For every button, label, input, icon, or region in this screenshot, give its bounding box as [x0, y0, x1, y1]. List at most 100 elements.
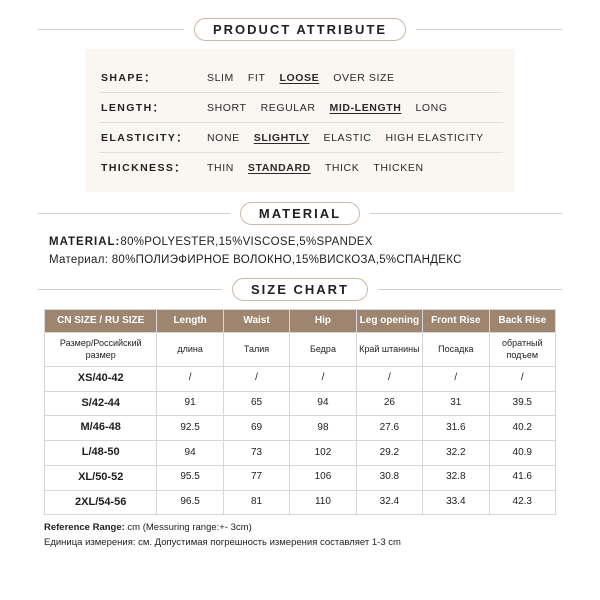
- value-cell: 92.5: [157, 416, 223, 441]
- divider-line: [378, 289, 562, 290]
- value-cell: 26: [356, 391, 422, 416]
- material-value-ru: 80%ПОЛИЭФИРНОЕ ВОЛОКНО,15%ВИСКОЗА,5%СПАН…: [108, 254, 462, 266]
- attribute-option: SHORT: [207, 102, 247, 114]
- value-cell: 65: [223, 391, 289, 416]
- attribute-option: LOOSE: [279, 72, 319, 84]
- value-cell: 32.8: [423, 465, 489, 490]
- attribute-option: OVER SIZE: [333, 72, 394, 84]
- table-header-cell: Leg opening: [356, 309, 422, 333]
- value-cell: 69: [223, 416, 289, 441]
- size-cell: 2XL/54-56: [45, 490, 157, 515]
- attribute-option: SLIGHTLY: [254, 132, 310, 144]
- size-cell: S/42-44: [45, 391, 157, 416]
- material-text: MATERIAL:80%POLYESTER,15%VISCOSE,5%SPAND…: [49, 233, 551, 270]
- attribute-row-elasticity: ELASTICITY： NONE SLIGHTLY ELASTIC HIGH ELAST…: [99, 123, 503, 153]
- value-cell: 42.3: [489, 490, 555, 515]
- table-header-cell: Hip: [290, 309, 356, 333]
- value-cell: 30.8: [356, 465, 422, 490]
- attribute-row-shape: SHAPE： SLIM FIT LOOSE OVER SIZE: [99, 63, 503, 93]
- table-row: S/42-44916594263139.5: [45, 391, 556, 416]
- size-chart-table: CN SIZE / RU SIZELengthWaistHipLeg openi…: [44, 309, 556, 516]
- section-divider-attribute: PRODUCT ATTRIBUTE: [38, 18, 562, 41]
- value-cell: 31: [423, 391, 489, 416]
- size-cell: L/48-50: [45, 441, 157, 466]
- value-cell: 41.6: [489, 465, 555, 490]
- value-cell: 91: [157, 391, 223, 416]
- reference-range: Reference Range: cm (Messuring range:+- …: [44, 521, 556, 550]
- table-subheader-cell: Бедра: [290, 333, 356, 367]
- divider-line: [38, 213, 230, 214]
- size-cell: XS/40-42: [45, 366, 157, 391]
- table-header-row-en: CN SIZE / RU SIZELengthWaistHipLeg openi…: [45, 309, 556, 333]
- material-value-en: 80%POLYESTER,15%VISCOSE,5%SPANDEX: [120, 236, 372, 248]
- value-cell: 39.5: [489, 391, 555, 416]
- attribute-option: FIT: [248, 72, 266, 84]
- value-cell: /: [290, 366, 356, 391]
- table-header-cell: Back Rise: [489, 309, 555, 333]
- table-header-cell: Front Rise: [423, 309, 489, 333]
- value-cell: 73: [223, 441, 289, 466]
- table-header-cell: Length: [157, 309, 223, 333]
- material-label-ru: Материал:: [49, 254, 108, 266]
- attribute-option: REGULAR: [261, 102, 316, 114]
- divider-line: [38, 29, 184, 30]
- attribute-option: SLIM: [207, 72, 234, 84]
- attribute-option: HIGH ELASTICITY: [385, 132, 483, 144]
- size-cell: M/46-48: [45, 416, 157, 441]
- value-cell: 33.4: [423, 490, 489, 515]
- attribute-option: ELASTIC: [324, 132, 372, 144]
- value-cell: 102: [290, 441, 356, 466]
- attribute-option: NONE: [207, 132, 240, 144]
- table-subheader-cell: Талия: [223, 333, 289, 367]
- size-cell: XL/50-52: [45, 465, 157, 490]
- section-title-size: SIZE CHART: [232, 278, 368, 301]
- divider-line: [416, 29, 562, 30]
- attribute-option: THIN: [207, 162, 234, 174]
- table-header-row-ru: Размер/Российский размердлинаТалияБедраК…: [45, 333, 556, 367]
- table-subheader-cell: Край штанины: [356, 333, 422, 367]
- attribute-option: THICK: [325, 162, 360, 174]
- reference-value-en: cm (Messuring range:+- 3cm): [125, 522, 252, 533]
- value-cell: 32.4: [356, 490, 422, 515]
- attribute-label: SHAPE：: [101, 70, 193, 85]
- table-header-cell: Waist: [223, 309, 289, 333]
- value-cell: 94: [290, 391, 356, 416]
- attribute-option: THICKEN: [373, 162, 423, 174]
- value-cell: /: [489, 366, 555, 391]
- section-divider-material: MATERIAL: [38, 202, 562, 225]
- attribute-row-length: LENGTH： SHORT REGULAR MID-LENGTH LONG: [99, 93, 503, 123]
- material-label-en: MATERIAL:: [49, 236, 120, 248]
- reference-label-en: Reference Range:: [44, 522, 125, 533]
- table-row: L/48-50947310229.232.240.9: [45, 441, 556, 466]
- value-cell: /: [223, 366, 289, 391]
- attribute-option: MID-LENGTH: [330, 102, 402, 114]
- value-cell: 98: [290, 416, 356, 441]
- attribute-row-thickness: THICKNESS： THIN STANDARD THICK THICKEN: [99, 153, 503, 182]
- attribute-label: LENGTH：: [101, 100, 193, 115]
- section-title-attribute: PRODUCT ATTRIBUTE: [194, 18, 406, 41]
- table-row: M/46-4892.5699827.631.640.2: [45, 416, 556, 441]
- attribute-label: THICKNESS：: [101, 160, 193, 175]
- table-header-cell: CN SIZE / RU SIZE: [45, 309, 157, 333]
- section-divider-size: SIZE CHART: [38, 278, 562, 301]
- attribute-option: STANDARD: [248, 162, 311, 174]
- value-cell: 77: [223, 465, 289, 490]
- value-cell: /: [356, 366, 422, 391]
- value-cell: 40.9: [489, 441, 555, 466]
- value-cell: 27.6: [356, 416, 422, 441]
- table-subheader-cell: длина: [157, 333, 223, 367]
- divider-line: [38, 289, 222, 290]
- attribute-label: ELASTICITY：: [101, 130, 193, 145]
- attribute-panel: SHAPE： SLIM FIT LOOSE OVER SIZE LENGTH： SHORT R…: [85, 49, 515, 192]
- table-row: 2XL/54-5696.58111032.433.442.3: [45, 490, 556, 515]
- value-cell: 29.2: [356, 441, 422, 466]
- table-subheader-cell: Размер/Российский размер: [45, 333, 157, 367]
- value-cell: 95.5: [157, 465, 223, 490]
- divider-line: [370, 213, 562, 214]
- value-cell: 110: [290, 490, 356, 515]
- table-subheader-cell: Посадка: [423, 333, 489, 367]
- value-cell: 96.5: [157, 490, 223, 515]
- value-cell: 81: [223, 490, 289, 515]
- value-cell: 106: [290, 465, 356, 490]
- attribute-option: LONG: [415, 102, 447, 114]
